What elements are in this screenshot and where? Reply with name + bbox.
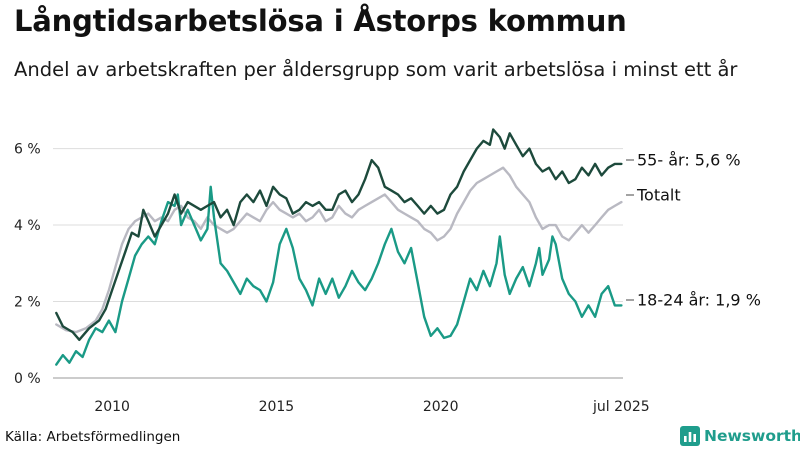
chart-title: Långtidsarbetslösa i Åstorps kommun (14, 4, 627, 38)
y-tick-label: 6 % (14, 142, 41, 158)
x-tick-label: 2020 (423, 399, 459, 415)
series-line-1 (55, 166, 623, 334)
x-tick-label: jul 2025 (592, 399, 650, 415)
source-note: Källa: Arbetsförmedlingen (5, 429, 181, 445)
y-tick-label: 4 % (14, 218, 41, 234)
grid (53, 148, 623, 379)
y-tick-label: 0 % (14, 371, 41, 387)
series-label: 18-24 år: 1,9 % (637, 291, 761, 310)
y-tick-label: 2 % (14, 295, 41, 311)
x-tick-label: 2010 (94, 399, 130, 415)
series-label: Totalt (636, 186, 681, 205)
brand-logo: Newsworthy (680, 426, 800, 446)
series-line-0 (55, 128, 623, 341)
chart-subtitle: Andel av arbetskraften per åldersgrupp s… (14, 58, 738, 81)
bar-chart-icon (680, 426, 700, 446)
brand-name: Newsworthy (704, 427, 800, 445)
x-tick-label: 2015 (259, 399, 295, 415)
series-line-2 (55, 185, 623, 366)
x-axis: 2010 2015 2020 jul 2025 (94, 399, 649, 415)
series-labels: 55- år: 5,6 % Totalt 18-24 år: 1,9 % (626, 151, 761, 310)
y-axis: 0 % 2 % 4 % 6 % (14, 142, 41, 387)
series-label: 55- år: 5,6 % (637, 151, 741, 170)
series (55, 128, 623, 366)
